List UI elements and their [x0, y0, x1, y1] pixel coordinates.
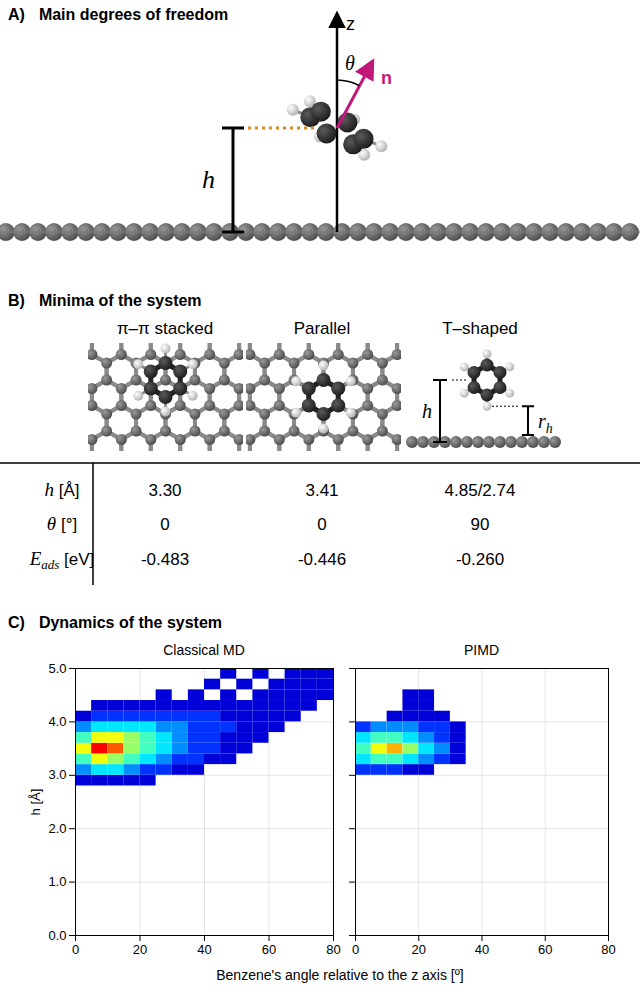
svg-text:Parallel: Parallel: [294, 319, 351, 338]
svg-text:-0.483: -0.483: [141, 550, 189, 569]
svg-text:B)Minima of the system: B)Minima of the system: [8, 292, 202, 309]
svg-text:0.0: 0.0: [48, 928, 66, 943]
svg-text:T–shaped: T–shaped: [442, 319, 518, 338]
svg-text:Eads [eV]: Eads [eV]: [29, 548, 95, 572]
svg-text:4.0: 4.0: [48, 714, 66, 729]
svg-text:h [Å]: h [Å]: [44, 479, 79, 500]
svg-text:40: 40: [197, 942, 211, 957]
svg-text:θ: θ: [345, 52, 355, 74]
svg-text:3.0: 3.0: [48, 767, 66, 782]
html-text:PIMD: PIMD: [464, 642, 499, 658]
svg-text:0: 0: [352, 942, 359, 957]
svg-text:20: 20: [133, 942, 147, 957]
svg-text:2.0: 2.0: [48, 821, 66, 836]
svg-text:60: 60: [538, 942, 552, 957]
svg-text:rh: rh: [538, 410, 553, 436]
svg-text:-0.260: -0.260: [456, 550, 504, 569]
svg-text:20: 20: [412, 942, 426, 957]
svg-text:4.85/2.74: 4.85/2.74: [445, 481, 516, 500]
svg-text:z: z: [346, 14, 355, 34]
svg-text:0: 0: [160, 515, 169, 534]
svg-text:h: h: [422, 400, 432, 422]
svg-text:n: n: [381, 68, 392, 88]
svg-text:0: 0: [317, 515, 326, 534]
html-text:Classical MD: Classical MD: [163, 642, 245, 658]
svg-text:-0.446: -0.446: [298, 550, 346, 569]
svg-text:A)Main degrees of freedom: A)Main degrees of freedom: [8, 6, 228, 23]
svg-text:3.41: 3.41: [305, 481, 338, 500]
svg-text:C)Dynamics of the system: C)Dynamics of the system: [8, 614, 222, 631]
svg-text:1.0: 1.0: [48, 874, 66, 889]
svg-text:80: 80: [326, 942, 340, 957]
svg-text:h [Å]: h [Å]: [28, 789, 43, 816]
svg-text:60: 60: [262, 942, 276, 957]
svg-text:0: 0: [72, 942, 79, 957]
svg-text:90: 90: [471, 515, 490, 534]
svg-text:h: h: [202, 165, 215, 194]
svg-text:80: 80: [601, 942, 615, 957]
svg-text:5.0: 5.0: [48, 661, 66, 676]
html-text:Benzene's angle relative to th: Benzene's angle relative to the z axis […: [216, 967, 464, 983]
svg-text:3.30: 3.30: [148, 481, 181, 500]
svg-text:θ [°]: θ [°]: [47, 513, 77, 534]
svg-text:40: 40: [475, 942, 489, 957]
svg-text:π–π stacked: π–π stacked: [117, 319, 213, 338]
